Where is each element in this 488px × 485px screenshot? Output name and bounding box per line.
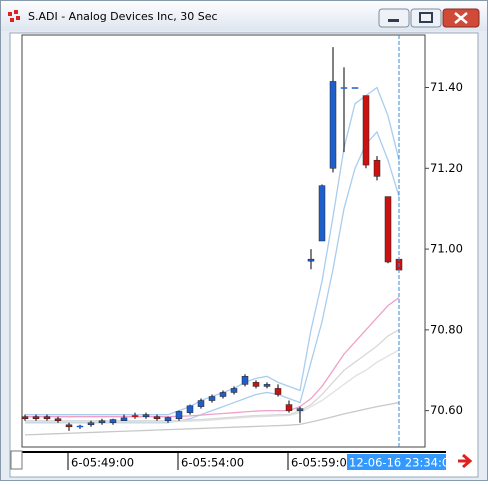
candle-body xyxy=(21,416,29,419)
y-tick-label: 70.80 xyxy=(430,322,463,336)
candle-body xyxy=(54,418,62,421)
candle-body xyxy=(197,400,205,407)
candle-body xyxy=(318,185,326,242)
x-tick-label: 6-05:49:00 xyxy=(71,456,134,470)
candle-body xyxy=(131,415,139,417)
candle-body xyxy=(208,396,216,401)
candle-body xyxy=(340,87,348,89)
x-tick-label: 6-05:59:00 xyxy=(291,456,354,470)
candle-body xyxy=(329,81,337,169)
candle-body xyxy=(285,404,293,411)
candle-body xyxy=(164,417,172,421)
maximize-button[interactable] xyxy=(410,8,442,28)
candle-body xyxy=(98,420,106,424)
crosshair-label: 12-06-16 23:34:00 xyxy=(349,456,457,470)
close-button[interactable] xyxy=(442,8,480,28)
crosshair-label-box xyxy=(347,454,446,470)
candle-body xyxy=(230,388,238,393)
chart-title: S.ADI - Analog Devices Inc, 30 Sec xyxy=(28,10,218,23)
indicator-line xyxy=(25,297,400,418)
scroll-box[interactable] xyxy=(10,450,23,470)
candle-body xyxy=(263,384,271,387)
candle-body xyxy=(252,382,260,387)
x-tick-label: 6-05:54:00 xyxy=(181,456,244,470)
candle-body xyxy=(373,159,381,177)
y-tick-label: 70.60 xyxy=(430,403,463,417)
candle-body xyxy=(76,425,84,428)
candle-body xyxy=(351,87,359,89)
candle-body xyxy=(32,416,40,419)
indicator-line xyxy=(24,401,400,436)
y-tick-label: 71.00 xyxy=(430,242,463,256)
candle-body xyxy=(241,376,249,385)
candle-body xyxy=(186,405,194,413)
candle-body xyxy=(219,392,227,397)
candle-body xyxy=(362,95,370,166)
candle-body xyxy=(274,388,282,395)
candle-body xyxy=(153,416,161,419)
candle-body xyxy=(65,424,73,428)
minimize-button[interactable] xyxy=(378,8,410,28)
indicator-line xyxy=(25,130,400,424)
candle-body xyxy=(120,417,128,421)
candle-body xyxy=(307,258,315,262)
indicator-line xyxy=(25,349,400,423)
scroll-right-arrow[interactable] xyxy=(458,453,473,469)
candle-body xyxy=(384,196,392,263)
candle-body xyxy=(296,408,304,411)
candle-body xyxy=(175,411,183,419)
y-tick-label: 71.20 xyxy=(430,161,463,175)
indicator-line xyxy=(25,329,400,422)
y-tick-label: 71.40 xyxy=(430,80,463,94)
candle-body xyxy=(87,422,95,426)
candle-body xyxy=(142,414,150,417)
candle-body xyxy=(109,419,117,424)
plot-area xyxy=(21,34,426,448)
candle-body xyxy=(43,416,51,419)
app-icon xyxy=(8,10,20,22)
